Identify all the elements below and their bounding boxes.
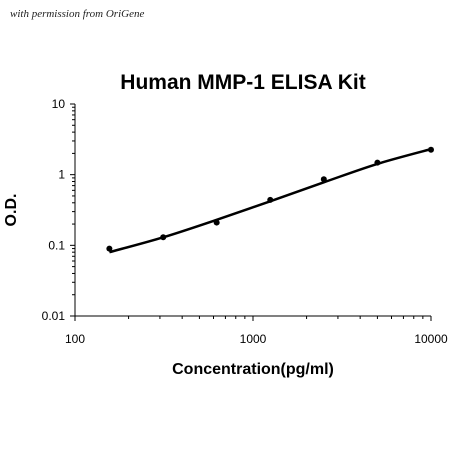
y-tick-labels: 0.01 0.1 1 10 <box>42 97 66 323</box>
data-points <box>106 146 434 252</box>
y-tick-label: 0.01 <box>42 309 66 323</box>
data-point <box>160 234 167 241</box>
x-tick-label: 100 <box>65 332 85 346</box>
data-point <box>213 219 220 226</box>
y-axis-label: O.D. <box>3 194 20 227</box>
axes <box>70 103 432 321</box>
chart-title: Human MMP-1 ELISA Kit <box>120 71 365 94</box>
data-point <box>428 146 434 153</box>
x-axis-label: Concentration(pg/ml) <box>172 361 334 378</box>
y-tick-label: 0.1 <box>48 238 65 252</box>
y-tick-label: 1 <box>58 168 65 182</box>
data-point <box>106 245 113 252</box>
data-point <box>320 176 327 183</box>
x-tick-labels: 100 1000 10000 <box>65 332 448 346</box>
y-tick-label: 10 <box>52 97 66 111</box>
data-point <box>374 159 381 166</box>
x-tick-label: 10000 <box>414 332 448 346</box>
data-point <box>267 196 274 203</box>
watermark-text: with permission from OriGene <box>10 8 145 20</box>
x-tick-label: 1000 <box>240 332 267 346</box>
